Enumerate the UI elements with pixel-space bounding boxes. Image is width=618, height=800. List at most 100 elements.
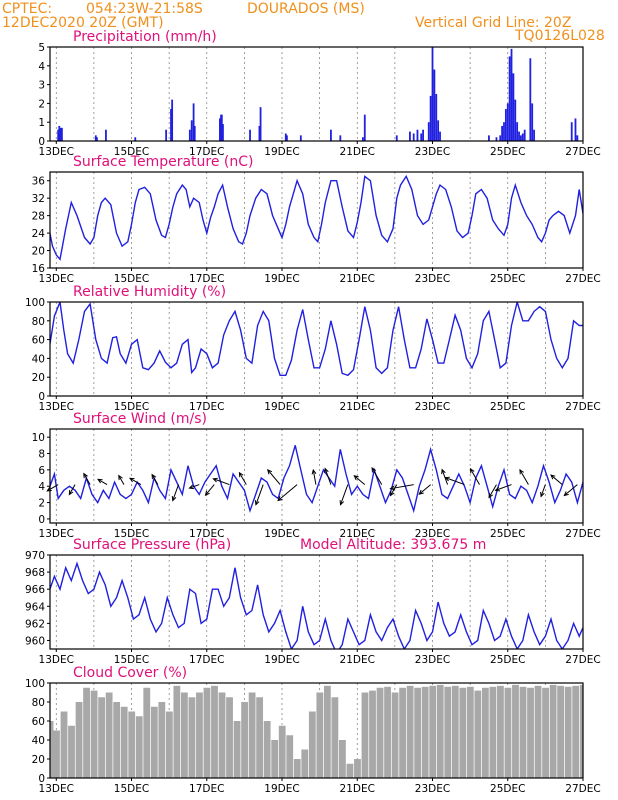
cloud-bar <box>323 685 331 778</box>
temperature-xtick-label: 21DEC <box>340 273 375 285</box>
precip-bar <box>409 131 411 141</box>
temperature-plot-area <box>50 174 583 261</box>
wind-vector-arrow <box>171 484 180 502</box>
precip-plot-area <box>57 47 579 141</box>
precip-bar <box>512 73 515 141</box>
cloud-bar <box>83 687 90 778</box>
cloud-bar <box>504 687 512 778</box>
cloud-bar <box>90 690 98 778</box>
precip-bar <box>429 95 432 141</box>
pressure-xtick-label: 19DEC <box>264 654 299 666</box>
cloud-plot-area <box>50 684 583 778</box>
temperature-ytick-label: 20 <box>32 246 45 258</box>
wind-vector-arrow <box>550 474 563 485</box>
humidity-ytick-label: 40 <box>32 353 45 365</box>
wind-vector-arrow <box>204 484 215 496</box>
pressure-xtick-label: 23DEC <box>415 654 450 666</box>
cloud-bar <box>436 684 444 778</box>
cloud-bar <box>113 702 121 778</box>
precip-bar <box>570 122 573 141</box>
precip-bar <box>339 135 342 141</box>
precip-bar <box>506 103 509 141</box>
precip-bar <box>503 122 505 141</box>
cloud-bar <box>180 692 188 778</box>
cloud-bar <box>369 690 376 778</box>
precip-bar <box>533 129 535 141</box>
cloud-bar <box>354 759 361 778</box>
humidity-xtick-label: 15DEC <box>114 401 149 413</box>
cloud-bar <box>459 687 467 778</box>
cloud-bar <box>466 686 474 778</box>
precip-bar <box>420 133 423 141</box>
cloud-bar <box>135 716 143 778</box>
cloud-bar <box>241 702 248 778</box>
temperature-xtick-label: 25DEC <box>490 273 525 285</box>
cloud-bar <box>512 684 519 778</box>
cloud-ytick-label: 60 <box>32 716 45 728</box>
precip-bar <box>220 114 223 141</box>
pressure-ytick-label: 968 <box>25 567 45 579</box>
humidity-ytick-label: 20 <box>32 372 45 384</box>
wind-ytick-label: 8 <box>38 449 45 461</box>
wind-vector-arrow <box>68 484 76 496</box>
precip-bar <box>501 125 504 141</box>
cloud-bar <box>211 685 218 778</box>
humidity-panel: 0 20 40 60 80 100 13DEC 15DEC 17DEC 19DEC 21DEC 23D… <box>25 284 601 413</box>
pressure-ytick-label: 962 <box>25 618 45 630</box>
wind-vector-arrow <box>441 468 449 485</box>
wind-vector-arrow <box>444 476 465 486</box>
cloud-bar <box>271 740 279 778</box>
wind-ytick-label: 2 <box>38 498 45 510</box>
temperature-xtick-label: 27DEC <box>565 273 600 285</box>
precip-bar <box>258 125 261 141</box>
header: CPTEC: 054:23W-21:58S DOURADOS (MS) 12DE… <box>2 1 605 44</box>
cloud-bar <box>451 685 459 778</box>
precip-bar <box>193 125 196 141</box>
precip-xtick-label: 19DEC <box>264 146 299 158</box>
precip-xtick-label: 17DEC <box>189 146 224 158</box>
humidity-ytick-label: 60 <box>32 335 45 347</box>
cloud-bar <box>557 685 565 778</box>
cloud-bar <box>196 692 203 778</box>
precip-bar <box>433 69 436 141</box>
header-grid-note: Vertical Grid Line: 20Z <box>415 15 571 31</box>
humidity-ytick-label: 80 <box>32 316 45 328</box>
wind-vector-arrow <box>324 467 332 485</box>
humidity-xtick-label: 13DEC <box>39 401 74 413</box>
humidity-xtick-label: 25DEC <box>490 401 525 413</box>
cloud-bar <box>53 730 60 778</box>
precip-bar <box>170 109 172 141</box>
precip-bar <box>105 129 107 141</box>
header-station: DOURADOS (MS) <box>247 1 365 17</box>
pressure-ytick-label: 970 <box>25 550 45 562</box>
temperature-ytick-label: 36 <box>32 176 46 188</box>
precip-bar <box>523 129 526 141</box>
wind-ytick-label: 6 <box>38 465 45 477</box>
cloud-xtick-label: 27DEC <box>565 783 600 795</box>
wind-vector-arrow <box>267 468 281 485</box>
precip-bar <box>259 107 262 141</box>
precip-bar <box>363 114 366 141</box>
precip-bar <box>299 135 302 141</box>
cloud-ytick-label: 0 <box>38 773 45 785</box>
precip-title: Precipitation (mm/h) <box>73 29 217 45</box>
temperature-xtick-label: 13DEC <box>39 273 74 285</box>
cloud-bar <box>218 692 226 778</box>
precip-bar <box>488 135 490 141</box>
precip-bar <box>395 135 398 141</box>
precip-bar <box>286 135 288 141</box>
wind-vector-arrow <box>254 484 264 506</box>
humidity-frame <box>49 301 584 397</box>
wind-ytick-label: 0 <box>38 514 45 526</box>
precip-bar <box>439 131 441 141</box>
cloud-bar <box>489 686 497 778</box>
precip-bar <box>59 127 62 141</box>
cloud-bar <box>286 735 294 778</box>
precip-bar <box>284 133 287 141</box>
cloud-bar <box>572 685 580 778</box>
cloud-panel: 0 20 40 60 80 100 13DEC 15DEC 17DEC 19DEC 21DEC 23D… <box>25 665 601 795</box>
precip-bar <box>422 129 424 141</box>
wind-vector-arrow <box>353 475 366 485</box>
precip-ytick-label: 3 <box>38 80 45 92</box>
precip-bar <box>412 133 415 141</box>
